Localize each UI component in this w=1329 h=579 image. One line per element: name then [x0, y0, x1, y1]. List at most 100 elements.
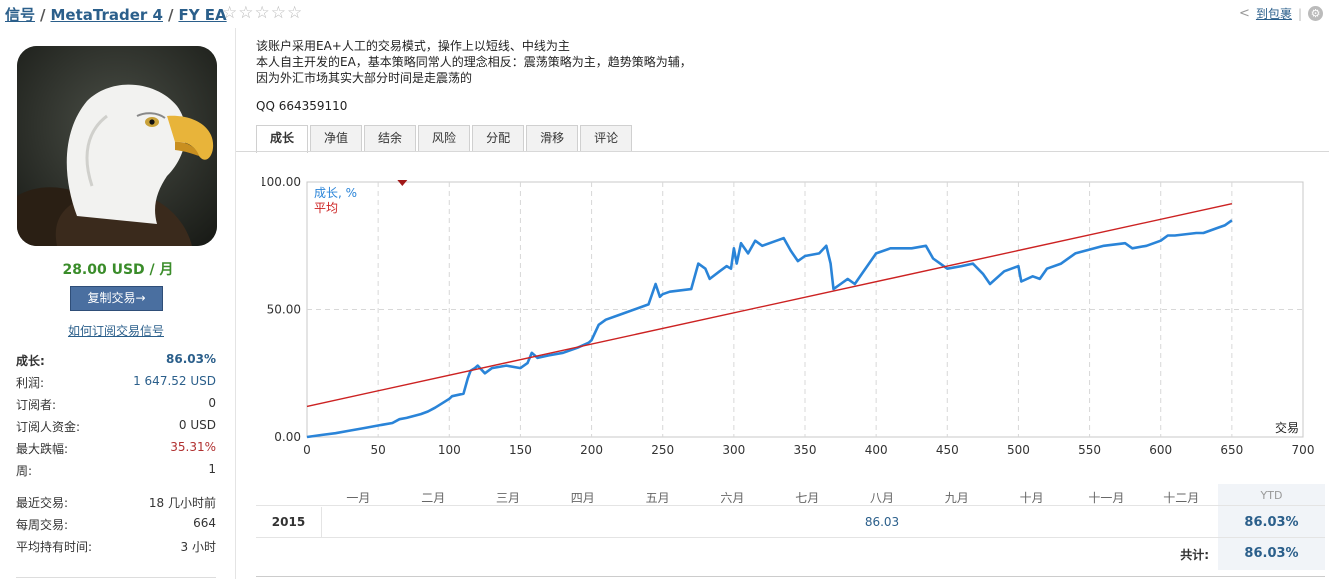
x-tick-label: 150	[509, 443, 532, 457]
year-column-divider	[321, 507, 322, 538]
month-header: 一月	[346, 491, 371, 505]
total-value: 86.03%	[1244, 546, 1299, 561]
chart-tabs: 成长 净值 结余 风险 分配 滑移 评论	[256, 125, 634, 153]
month-header: 十月	[1019, 491, 1044, 505]
stat-value: 1	[208, 462, 216, 476]
month-header: 三月	[495, 491, 520, 505]
share-icon[interactable]: <	[1239, 6, 1250, 21]
stat-latest-trade: 最近交易: 18 几小时前	[16, 492, 216, 514]
x-axis-label: 交易	[1275, 420, 1299, 435]
x-tick-label: 50	[371, 443, 386, 457]
description-line: 该账户采用EA+人工的交易模式，操作上以短线、中线为主	[256, 39, 570, 53]
how-to-subscribe-link[interactable]: 如何订阅交易信号	[67, 324, 164, 338]
tab-risk[interactable]: 风险	[418, 125, 471, 152]
month-value: 86.03	[864, 515, 900, 529]
contact-qq: QQ 664359110	[256, 99, 348, 113]
signal-description: 该账户采用EA+人工的交易模式，操作上以短线、中线为主 本人自主开发的EA，基本…	[256, 38, 692, 86]
stat-label: 最大跌幅:	[16, 442, 69, 456]
x-tick-label: 400	[865, 443, 888, 457]
stat-growth: 成长: 86.03%	[16, 350, 216, 372]
x-tick-label: 700	[1292, 443, 1315, 457]
x-tick-label: 200	[580, 443, 603, 457]
stat-value: 3 小时	[180, 540, 216, 554]
breadcrumb-signals[interactable]: 信号	[5, 6, 36, 24]
stat-value: 35.31%	[170, 440, 216, 454]
stat-value: 18 几小时前	[148, 496, 216, 510]
gear-icon[interactable]: ⚙	[1308, 6, 1323, 21]
stat-label: 成长:	[16, 354, 45, 368]
month-header: 十二月	[1163, 491, 1200, 505]
add-to-favorites-link[interactable]: 到包裹	[1255, 7, 1292, 21]
stat-value: 0 USD	[178, 418, 216, 432]
header-actions: < 到包裹 | ⚙	[1239, 5, 1323, 22]
sidebar-divider	[16, 577, 216, 578]
tab-equity[interactable]: 净值	[310, 125, 363, 152]
header-divider: |	[1297, 6, 1302, 21]
month-header: 二月	[421, 491, 446, 505]
x-tick-label: 250	[651, 443, 674, 457]
year-cell: 2015	[271, 515, 306, 529]
stat-label: 平均持有时间:	[16, 540, 93, 554]
rating-stars[interactable]: ☆☆☆☆☆	[222, 3, 304, 23]
x-tick-label: 450	[936, 443, 959, 457]
average-series-line	[306, 203, 1233, 408]
stat-max-drawdown: 最大跌幅: 35.31%	[16, 438, 216, 460]
month-header: 五月	[645, 491, 670, 505]
stat-value: 664	[193, 516, 216, 530]
x-tick-label: 550	[1078, 443, 1101, 457]
trade-marker-icon	[397, 180, 408, 186]
tab-slippage[interactable]: 滑移	[526, 125, 579, 152]
table-bottom-border	[256, 576, 1325, 577]
growth-chart-svg: 0 50 100 150 200 250 300 350 400 450 500 550 600 650 7…	[262, 175, 1315, 457]
x-tick-label: 600	[1149, 443, 1172, 457]
stat-label: 利润:	[16, 376, 45, 390]
y-tick-label: 100.00	[262, 175, 301, 189]
subscription-price: 28.00 USD / 月	[62, 262, 174, 278]
stat-value: 86.03%	[166, 352, 216, 366]
breadcrumb-signal-name[interactable]: FY EA	[178, 6, 227, 24]
breadcrumb-separator: /	[40, 6, 46, 24]
breadcrumb-platform[interactable]: MetaTrader 4	[50, 6, 163, 24]
table-header-row: 一月 二月 三月 四月 五月 六月 七月 八月 九月 十月 十一月 十二月	[256, 484, 1325, 506]
month-header: 六月	[720, 491, 745, 505]
description-line: 本人自主开发的EA，基本策略同常人的理念相反：震荡策略为主，趋势策略为辅，	[256, 55, 692, 69]
stat-label: 订阅者:	[16, 398, 57, 412]
sidebar: 28.00 USD / 月 复制交易→ 如何订阅交易信号 成长: 86.03% …	[0, 28, 236, 579]
x-tick-label: 300	[722, 443, 745, 457]
stat-value: 1 647.52 USD	[133, 374, 216, 388]
x-tick-label: 0	[303, 443, 311, 457]
stat-subscriber-funds: 订阅人资金: 0 USD	[16, 416, 216, 438]
stat-value: 0	[208, 396, 216, 410]
ytd-value: 86.03%	[1244, 515, 1299, 530]
stat-avg-holding-time: 平均持有时间: 3 小时	[16, 536, 216, 558]
stat-label: 最近交易:	[16, 496, 69, 510]
stat-label: 订阅人资金:	[16, 420, 81, 434]
stat-weeks: 周: 1	[16, 460, 216, 482]
copy-trades-button[interactable]: 复制交易→	[70, 286, 163, 311]
stat-trades-per-week: 每周交易: 664	[16, 514, 216, 536]
tab-balance[interactable]: 结余	[364, 125, 417, 152]
avatar	[17, 46, 217, 246]
month-header: 九月	[944, 491, 969, 505]
stat-label: 每周交易:	[16, 518, 69, 532]
stat-label: 周:	[16, 464, 33, 478]
tab-growth[interactable]: 成长	[256, 125, 309, 153]
ytd-column	[1218, 484, 1325, 570]
month-header: 四月	[570, 491, 595, 505]
month-header: 七月	[795, 491, 820, 505]
legend-growth: 成长, %	[314, 186, 357, 200]
month-header: 八月	[869, 491, 894, 505]
x-tick-label: 100	[438, 443, 461, 457]
ytd-header: YTD	[1260, 489, 1283, 502]
tab-distribution[interactable]: 分配	[472, 125, 525, 152]
table-row: 2015 86.03	[256, 507, 1325, 538]
breadcrumb-separator: /	[167, 6, 174, 24]
x-tick-label: 500	[1007, 443, 1030, 457]
tab-reviews[interactable]: 评论	[580, 125, 633, 152]
breadcrumb: 信号 / MetaTrader 4/FY EA	[5, 4, 227, 25]
eagle-image	[17, 46, 217, 246]
description-line: 因为外汇市场其实大部分时间是走震荡的	[256, 71, 473, 85]
tabs-underline	[236, 151, 1329, 152]
page-header: 信号 / MetaTrader 4/FY EA ☆☆☆☆☆ < 到包裹 | ⚙	[0, 0, 1329, 28]
legend-average: 平均	[314, 201, 338, 215]
